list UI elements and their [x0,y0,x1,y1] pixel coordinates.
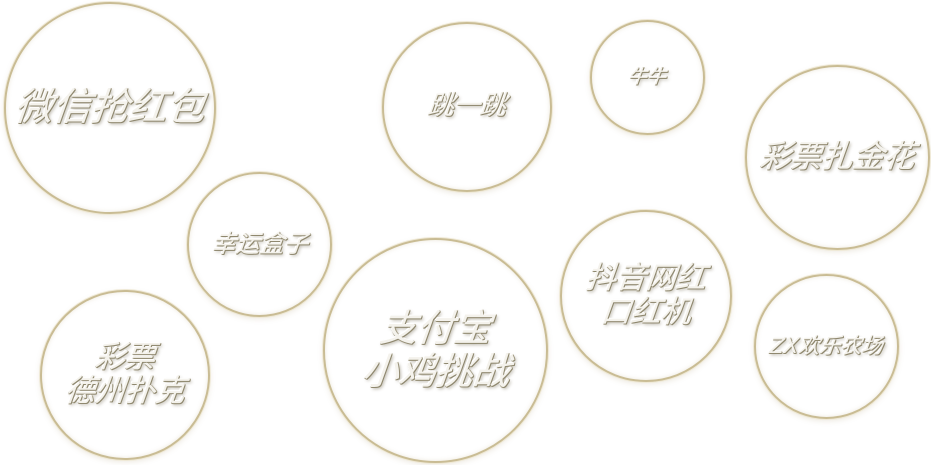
lucky-box-label: 幸运盒子 [210,229,310,258]
zx-happy-farm-label: ZX欢乐农场 [768,334,885,359]
wechat-redpacket-label: 微信抢红包 [12,85,208,130]
alipay-chick-label-line-1: 支付宝 [377,306,494,350]
niuniu-label: 牛牛 [627,65,668,88]
alipay-chick-label-line-2: 小鸡挑战 [359,349,512,393]
lottery-texas-holdem-game-button[interactable]: 彩票 德州扑克 [40,290,210,460]
lottery-texas-label-line-1: 彩票 [93,339,157,375]
niuniu-game-button[interactable]: 牛牛 [590,20,705,135]
jump-jump-game-button[interactable]: 跳一跳 [382,22,552,192]
lottery-texas-label-line-2: 德州扑克 [63,374,187,409]
douyin-lipstick-label-line-1: 抖音网红 [584,260,708,296]
douyin-lipstick-machine-game-button[interactable]: 抖音网红 口红机 [560,210,732,382]
lottery-zhajinhua-game-button[interactable]: 彩票扎金花 [745,65,930,250]
lucky-box-game-button[interactable]: 幸运盒子 [187,172,332,317]
alipay-chick-challenge-game-button[interactable]: 支付宝 小鸡挑战 [323,238,548,463]
lottery-zhajinhua-label: 彩票扎金花 [758,138,917,175]
wechat-redpacket-game-button[interactable]: 微信抢红包 [4,2,216,214]
zx-happy-farm-game-button[interactable]: ZX欢乐农场 [754,274,899,419]
douyin-lipstick-label-line-2: 口红机 [599,295,693,330]
jump-jump-label: 跳一跳 [426,91,508,122]
